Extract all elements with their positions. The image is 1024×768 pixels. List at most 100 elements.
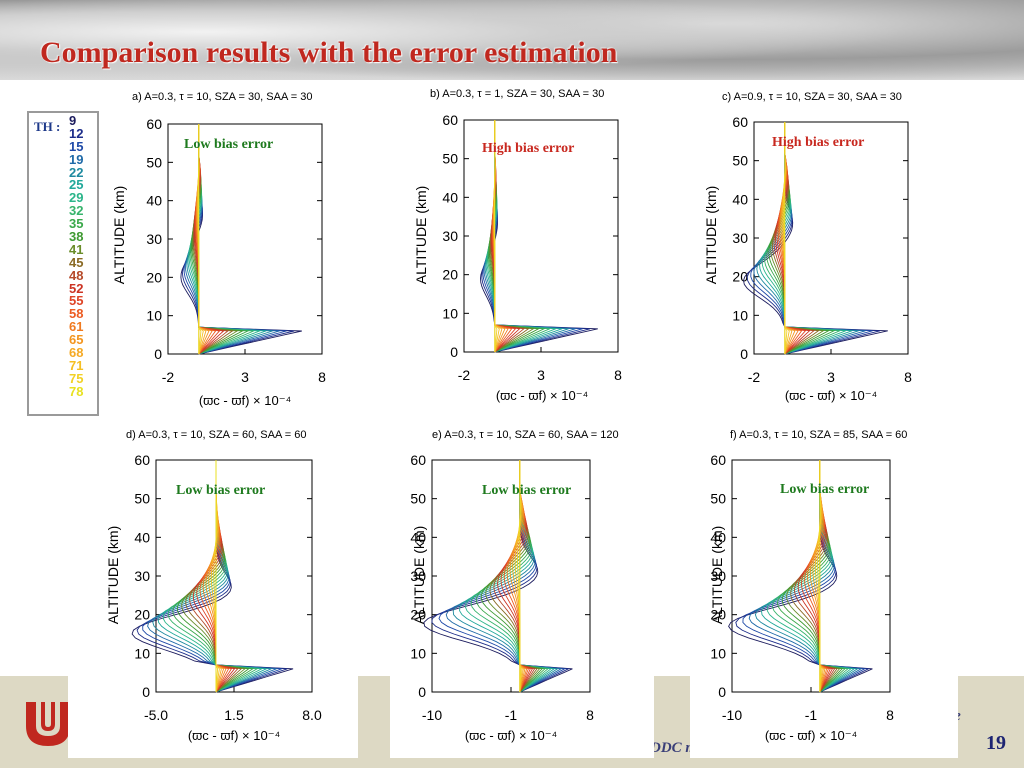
legend-entry: 48 bbox=[69, 267, 84, 283]
x-tick-label: 8 bbox=[318, 369, 326, 385]
y-axis-label: ALTITUDE (km) bbox=[413, 186, 429, 285]
chart-title: b) A=0.3, τ = 1, SZA = 30, SAA = 30 bbox=[430, 88, 604, 100]
y-axis-label: ALTITUDE (km) bbox=[111, 186, 127, 285]
series-line-th-9 bbox=[743, 122, 888, 355]
y-tick-label: 0 bbox=[718, 684, 726, 700]
x-axis-label: (ϖc - ϖf) × 10⁻⁴ bbox=[765, 728, 857, 743]
bias-annotation: Low bias error bbox=[780, 482, 869, 497]
bias-annotation: Low bias error bbox=[482, 483, 571, 498]
legend-entry: 19 bbox=[69, 151, 84, 167]
y-tick-label: 30 bbox=[410, 568, 426, 584]
legend-entry: 68 bbox=[69, 345, 84, 361]
y-tick-label: 60 bbox=[134, 452, 150, 468]
legend-entry: 9 bbox=[69, 113, 77, 128]
bias-annotation: Low bias error bbox=[184, 137, 273, 152]
legend-values: 9 12 15 19 22 25 29 32 35 38 41 45 48 52 55 58 61 65 68 71 7… bbox=[69, 113, 84, 399]
legend-entry: 12 bbox=[69, 125, 84, 141]
y-tick-label: 50 bbox=[442, 151, 458, 167]
y-tick-label: 10 bbox=[410, 645, 426, 661]
y-tick-label: 20 bbox=[410, 607, 426, 623]
legend-entry: 78 bbox=[69, 383, 84, 399]
series-line-th-29 bbox=[761, 122, 846, 355]
x-tick-label: -2 bbox=[162, 369, 175, 385]
x-axis-label: (ϖc - ϖf) × 10⁻⁴ bbox=[785, 388, 877, 403]
y-tick-label: 60 bbox=[442, 112, 458, 128]
y-tick-label: 10 bbox=[732, 307, 748, 323]
y-tick-label: 50 bbox=[146, 154, 162, 170]
y-tick-label: 40 bbox=[410, 529, 426, 545]
y-tick-label: 40 bbox=[146, 193, 162, 209]
university-logo bbox=[26, 702, 70, 746]
x-tick-label: 8 bbox=[904, 369, 912, 385]
legend-entry: 15 bbox=[69, 138, 84, 154]
y-tick-label: 30 bbox=[710, 568, 726, 584]
y-tick-label: 50 bbox=[710, 491, 726, 507]
x-tick-label: 3 bbox=[827, 369, 835, 385]
y-tick-label: 40 bbox=[134, 529, 150, 545]
legend-entry: 52 bbox=[69, 280, 84, 296]
y-tick-label: 60 bbox=[146, 116, 162, 132]
y-tick-label: 0 bbox=[418, 684, 426, 700]
chart-svg: e) A=0.3, τ = 10, SZA = 60, SAA = 120 0 10… bbox=[410, 429, 618, 743]
legend-entry: 55 bbox=[69, 293, 84, 309]
x-axis-label: (ϖc - ϖf) × 10⁻⁴ bbox=[496, 388, 588, 403]
x-tick-label: 8 bbox=[586, 707, 594, 723]
y-tick-label: 40 bbox=[710, 529, 726, 545]
y-tick-label: 20 bbox=[732, 269, 748, 285]
y-tick-label: 40 bbox=[442, 189, 458, 205]
y-tick-label: 10 bbox=[134, 645, 150, 661]
x-tick-label: 1.5 bbox=[224, 707, 244, 723]
chart-panel-c: c) A=0.9, τ = 10, SZA = 30, SAA = 30 0 10 2… bbox=[694, 80, 958, 418]
chart-panel-b: b) A=0.3, τ = 1, SZA = 30, SAA = 30 0 10 20… bbox=[402, 80, 666, 418]
chart-panel-d: d) A=0.3, τ = 10, SZA = 60, SAA = 60 0 10 2… bbox=[68, 420, 358, 758]
series-line-th-29 bbox=[188, 124, 260, 355]
legend-entry: 38 bbox=[69, 229, 84, 245]
y-axis-label: ALTITUDE (km) bbox=[411, 526, 427, 625]
series-line-th-22 bbox=[186, 124, 273, 355]
chart-panel-e: e) A=0.3, τ = 10, SZA = 60, SAA = 120 0 10… bbox=[390, 420, 654, 758]
y-axis-label: ALTITUDE (km) bbox=[703, 186, 719, 285]
y-tick-label: 30 bbox=[732, 230, 748, 246]
chart-title: f) A=0.3, τ = 10, SZA = 85, SAA = 60 bbox=[730, 429, 907, 441]
series-line-th-15 bbox=[750, 122, 873, 355]
y-tick-label: 20 bbox=[442, 267, 458, 283]
legend-entry: 35 bbox=[69, 216, 84, 232]
y-tick-label: 50 bbox=[732, 153, 748, 169]
y-tick-label: 50 bbox=[410, 491, 426, 507]
chart-panel-a: a) A=0.3, τ = 10, SZA = 30, SAA = 30 0 10 2… bbox=[102, 80, 374, 448]
x-tick-label: -10 bbox=[422, 707, 442, 723]
legend-entry: 65 bbox=[69, 332, 84, 348]
legend-entry: 32 bbox=[69, 203, 84, 219]
legend-entry: 75 bbox=[69, 370, 84, 386]
chart-svg: b) A=0.3, τ = 1, SZA = 30, SAA = 30 0 10 20… bbox=[413, 88, 622, 403]
series-line-th-25 bbox=[187, 124, 267, 355]
y-axis-label: ALTITUDE (km) bbox=[709, 526, 725, 625]
y-tick-label: 20 bbox=[134, 607, 150, 623]
y-tick-label: 60 bbox=[732, 114, 748, 130]
y-tick-label: 0 bbox=[142, 684, 150, 700]
y-tick-label: 20 bbox=[710, 607, 726, 623]
chart-svg: a) A=0.3, τ = 10, SZA = 30, SAA = 30 0 10 2… bbox=[111, 91, 326, 408]
x-tick-label: 8 bbox=[886, 707, 894, 723]
plot-frame bbox=[167, 123, 323, 355]
series-line-th-19 bbox=[753, 122, 866, 355]
y-tick-label: 10 bbox=[710, 645, 726, 661]
y-axis-label: ALTITUDE (km) bbox=[105, 526, 121, 625]
y-tick-label: 0 bbox=[740, 346, 748, 362]
x-tick-label: 3 bbox=[537, 367, 545, 383]
x-tick-label: -2 bbox=[748, 369, 761, 385]
series-line-th-12 bbox=[746, 122, 881, 355]
legend-entry: 45 bbox=[69, 254, 84, 270]
legend-entry: 25 bbox=[69, 177, 84, 193]
y-tick-label: 30 bbox=[442, 228, 458, 244]
legend-entry: 61 bbox=[69, 319, 84, 335]
slide-number: 19 bbox=[986, 732, 1006, 754]
y-tick-label: 10 bbox=[442, 305, 458, 321]
y-tick-label: 60 bbox=[710, 452, 726, 468]
x-tick-label: -2 bbox=[458, 367, 471, 383]
chart-panel-f: f) A=0.3, τ = 10, SZA = 85, SAA = 60 0 10 2… bbox=[690, 420, 958, 758]
y-tick-label: 0 bbox=[154, 346, 162, 362]
x-tick-label: -1 bbox=[805, 707, 818, 723]
legend-entry: 22 bbox=[69, 164, 84, 180]
chart-title: c) A=0.9, τ = 10, SZA = 30, SAA = 30 bbox=[722, 91, 902, 103]
